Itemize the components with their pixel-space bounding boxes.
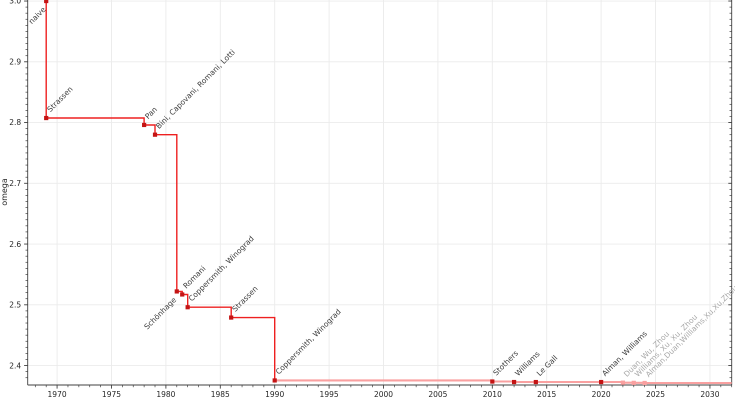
event-label: Strassen [45,84,75,114]
step-line-main [45,1,276,381]
event-label-group: Pan [143,105,159,121]
y-tick-label: 3.0 [9,0,21,6]
x-tick-label: 2025 [646,390,665,399]
data-point-marker [272,378,277,383]
x-tick-label: 1975 [102,390,121,399]
marker-layer [44,0,647,386]
y-axis-title: omega [0,178,9,206]
event-label: Alman,Duan,Williams,Xu,Xu,Zhou [644,283,735,379]
step-line-faded [274,379,732,385]
y-tick-label: 2.8 [9,118,21,127]
x-tick-label: 2020 [592,390,611,399]
data-point-marker [511,379,517,385]
y-tick-label: 2.5 [9,301,21,310]
event-label: Bini, Capovani, Romani, Lotti [154,48,237,131]
event-label: naive [27,5,48,26]
x-tick-label: 2005 [428,390,447,399]
x-tick-label: 2030 [700,390,719,399]
data-point-marker [180,292,185,297]
y-tick-label: 2.7 [9,179,21,188]
y-tick-label: 2.6 [9,240,21,249]
data-point-marker [599,379,604,385]
event-label-group: Schönhage [142,295,178,331]
data-point-marker [490,379,495,384]
event-label-group: Alman,Duan,Williams,Xu,Xu,Zhou [644,283,735,379]
data-point-marker [229,315,234,320]
data-point-marker [142,122,147,128]
event-label-group: Bini, Capovani, Romani, Lotti [154,48,237,131]
y-tick-label: 2.4 [9,361,21,370]
event-label: Strassen [230,284,260,314]
x-tick-label: 1990 [265,390,284,399]
x-tick-label: 1970 [48,390,67,399]
event-label-group: Strassen [45,84,75,114]
data-point-marker [185,305,190,310]
event-label-group: naive [27,5,48,26]
x-tick-label: 1995 [320,390,339,399]
event-label: Pan [143,105,159,121]
event-label: Schönhage [142,295,178,331]
data-point-marker [631,380,636,385]
grid-layer [27,0,732,385]
data-point-marker [642,380,647,386]
data-point-marker [174,289,179,294]
x-tick-label: 2000 [374,390,393,399]
x-tick-label: 2015 [537,390,556,399]
data-point-marker [620,380,625,385]
x-tick-label: 1980 [156,390,175,399]
event-label-group: Williams, Xu, Xu, Zhou [633,312,699,378]
data-point-marker [44,115,49,121]
data-point-marker [44,0,49,4]
y-tick-label: 2.9 [9,57,21,66]
data-point-marker [533,379,538,385]
event-label: Williams, Xu, Xu, Zhou [633,312,699,378]
event-label-group: Strassen [230,284,260,314]
x-tick-label: 1985 [211,390,230,399]
x-tick-label: 2010 [483,390,502,399]
data-point-marker [152,132,158,137]
